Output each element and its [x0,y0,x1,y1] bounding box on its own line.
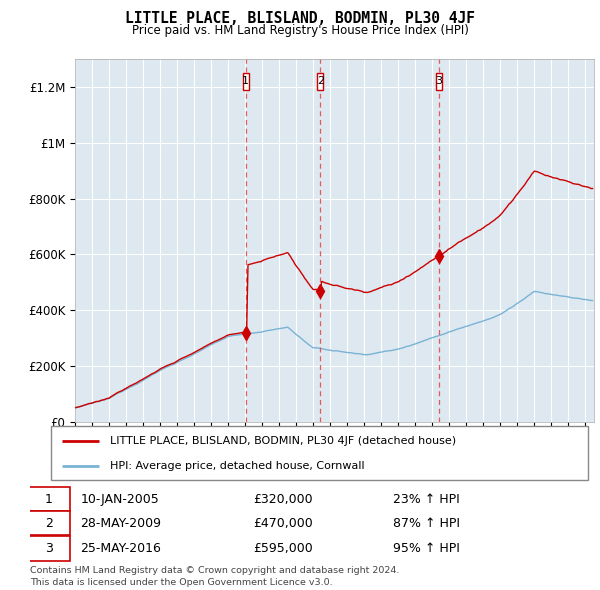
Text: 3: 3 [436,76,443,86]
Text: HPI: Average price, detached house, Cornwall: HPI: Average price, detached house, Corn… [110,461,365,471]
Text: 23% ↑ HPI: 23% ↑ HPI [392,493,460,506]
FancyBboxPatch shape [436,73,442,90]
FancyBboxPatch shape [317,73,323,90]
Text: £595,000: £595,000 [253,542,313,555]
Text: 3: 3 [45,542,53,555]
Text: £320,000: £320,000 [253,493,313,506]
Text: 1: 1 [45,493,53,506]
Text: 25-MAY-2016: 25-MAY-2016 [80,542,161,555]
Text: 28-MAY-2009: 28-MAY-2009 [80,516,161,530]
FancyBboxPatch shape [28,487,70,512]
FancyBboxPatch shape [28,511,70,535]
Text: 87% ↑ HPI: 87% ↑ HPI [392,516,460,530]
Text: 2: 2 [317,76,324,86]
Text: Contains HM Land Registry data © Crown copyright and database right 2024.: Contains HM Land Registry data © Crown c… [30,566,400,575]
Text: This data is licensed under the Open Government Licence v3.0.: This data is licensed under the Open Gov… [30,578,332,586]
FancyBboxPatch shape [28,536,70,561]
Text: 1: 1 [242,76,249,86]
Text: 2: 2 [45,516,53,530]
FancyBboxPatch shape [242,73,248,90]
Text: 10-JAN-2005: 10-JAN-2005 [80,493,159,506]
Text: £470,000: £470,000 [253,516,313,530]
Text: Price paid vs. HM Land Registry's House Price Index (HPI): Price paid vs. HM Land Registry's House … [131,24,469,37]
Text: 95% ↑ HPI: 95% ↑ HPI [392,542,460,555]
Text: LITTLE PLACE, BLISLAND, BODMIN, PL30 4JF (detached house): LITTLE PLACE, BLISLAND, BODMIN, PL30 4JF… [110,435,456,445]
Text: LITTLE PLACE, BLISLAND, BODMIN, PL30 4JF: LITTLE PLACE, BLISLAND, BODMIN, PL30 4JF [125,11,475,25]
